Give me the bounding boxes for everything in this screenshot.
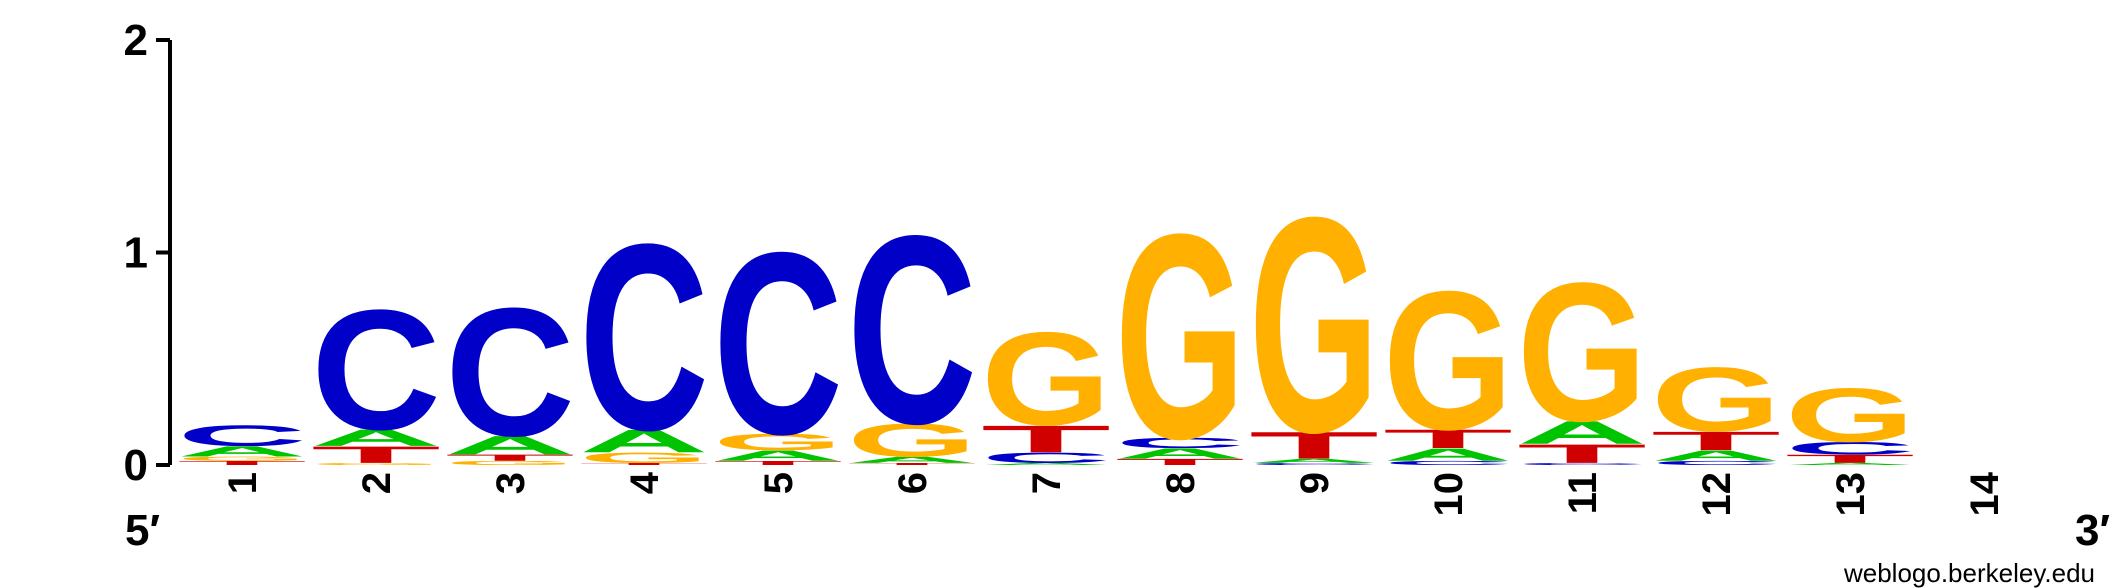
logo-letter-G: G [981,304,1111,453]
x-tick-label: 12 [1695,472,1739,517]
x-tick-label: 2 [355,472,399,494]
logo-letter-C: C [579,190,709,486]
y-tick-label: 2 [124,16,148,65]
x-tick-label: 5 [757,472,801,494]
logo-letter-G: G [1517,241,1647,462]
x-tick-label: 14 [1963,471,2007,516]
y-axis-ticks: 0 1 2 [124,16,170,490]
x-tick-label: 6 [891,472,935,494]
x-tick-label: 3 [489,472,533,494]
x-tick-label: 13 [1829,472,1873,517]
credit-label: weblogo.berkeley.edu [1843,558,2095,588]
x-tick-label: 7 [1025,472,1069,494]
five-prime-label: 5′ [125,506,160,555]
y-tick-label: 0 [124,441,148,490]
logo-letter-C: C [177,419,307,452]
three-prime-label: 3′ [2075,506,2110,555]
logo-letter-G: G [1383,250,1513,471]
x-axis-labels: 1 2 3 4 5 6 7 8 9 10 11 12 13 14 [221,471,2007,516]
logo-letter-C: C [713,199,843,488]
logo-letter-C: C [311,275,441,466]
x-tick-label: 1 [221,472,265,494]
logo-letter-C: C [847,180,977,480]
logo-letter-G: G [1651,348,1781,451]
logo-letter-G: G [1115,175,1245,500]
logo-letter-G: G [1249,154,1379,497]
x-tick-label: 4 [623,471,667,494]
x-tick-label: 11 [1561,472,1605,514]
x-tick-label: 9 [1293,472,1337,494]
logo-letter-G: G [1785,372,1915,458]
logo-letter-C: C [445,271,575,475]
y-tick-label: 1 [124,229,148,278]
x-tick-label: 8 [1159,472,1203,494]
x-tick-label: 10 [1427,472,1471,517]
